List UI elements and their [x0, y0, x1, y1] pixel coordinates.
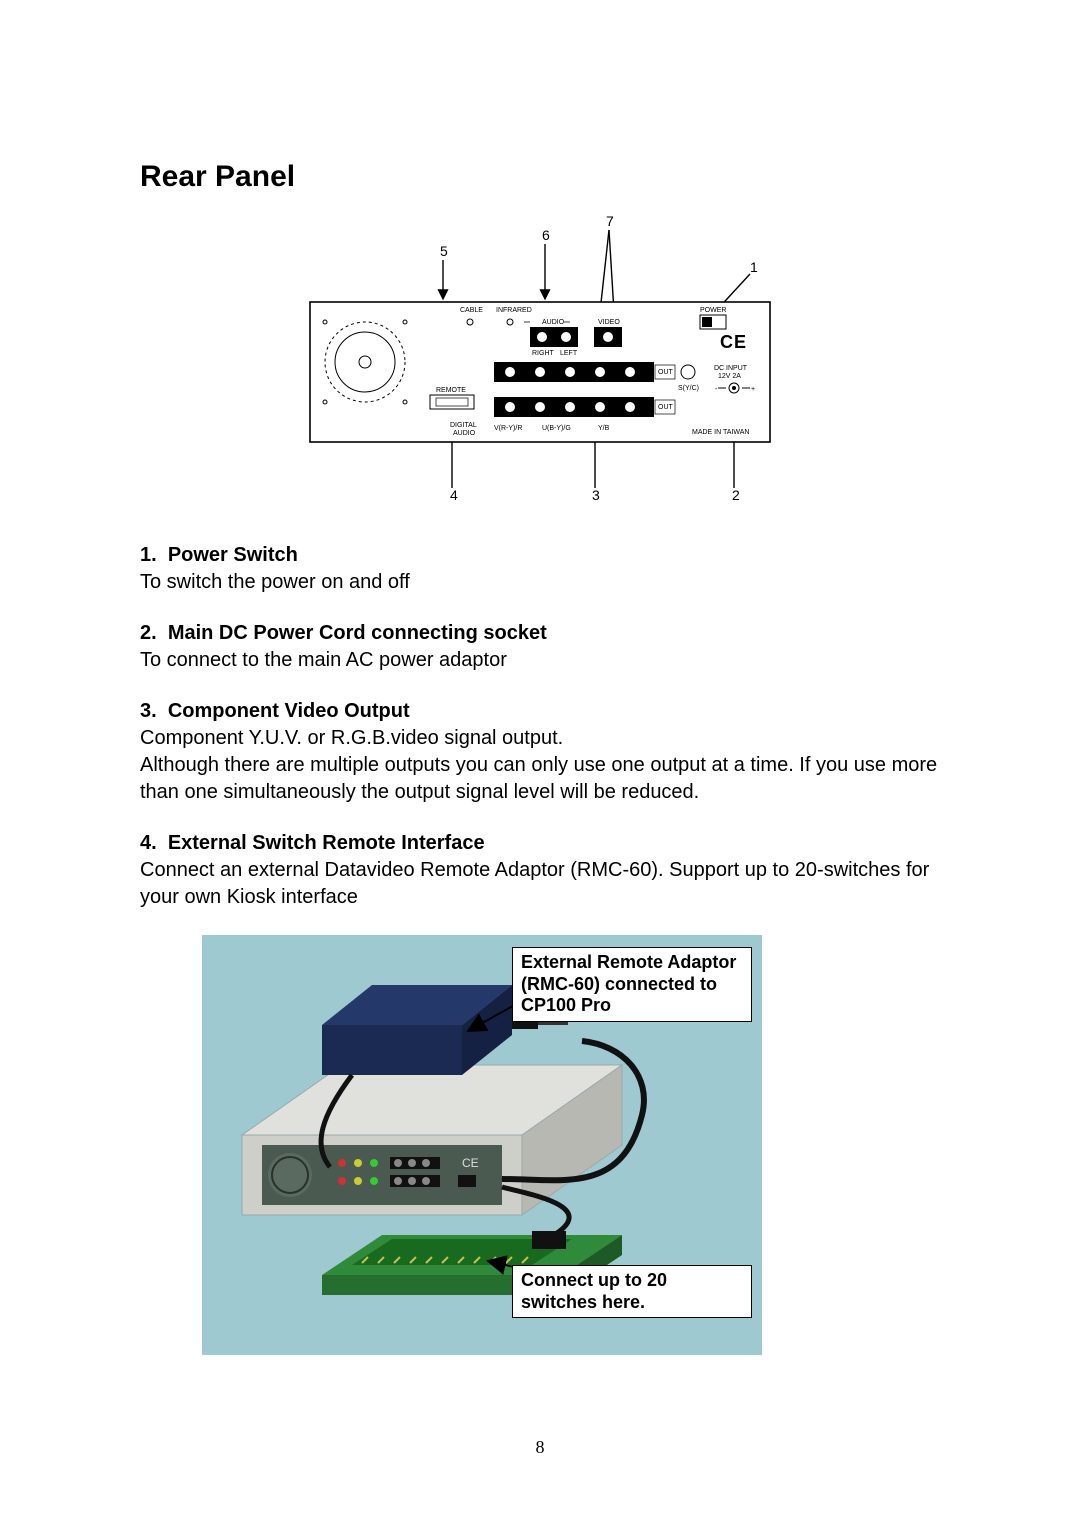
callout-4: 4	[450, 487, 458, 503]
dc-plus: +	[751, 386, 755, 393]
callout-6: 6	[542, 227, 550, 243]
label-vry: V(R-Y)/R	[494, 425, 522, 432]
section-2-num: 2.	[140, 622, 157, 644]
section-3-head: Component Video Output	[168, 700, 410, 722]
section-4-head: External Switch Remote Interface	[168, 832, 485, 854]
svg-text:CE: CE	[462, 1156, 479, 1170]
label-cable: CABLE	[460, 307, 483, 314]
label-power: POWER	[700, 307, 726, 314]
label-digital1: DIGITAL	[450, 422, 477, 429]
page-title: Rear Panel	[140, 160, 940, 194]
callout-1: 1	[750, 259, 758, 275]
ce-mark: C	[720, 332, 733, 352]
section-2: 2. Main DC Power Cord connecting socket …	[140, 620, 940, 674]
section-4-body: Connect an external Datavideo Remote Ada…	[140, 857, 940, 911]
page-number: 8	[0, 1437, 1080, 1458]
label-video: VIDEO	[598, 319, 620, 326]
callout-7: 7	[606, 213, 614, 229]
section-1-head: Power Switch	[168, 544, 298, 566]
label-right: RIGHT	[532, 350, 555, 357]
section-1-body: To switch the power on and off	[140, 569, 940, 596]
label-yb: Y/B	[598, 425, 610, 432]
section-4-num: 4.	[140, 832, 157, 854]
rear-panel-diagram: 5 6 7 1 4 3 2 CABLE INFRARED AUDIO	[260, 212, 820, 512]
label-left: LEFT	[560, 350, 578, 357]
label-out2: OUT	[658, 404, 674, 411]
label-made: MADE IN TAIWAN	[692, 429, 749, 436]
photo-caption-1: External Remote Adaptor (RMC-60) connect…	[512, 947, 752, 1022]
label-digital2: AUDIO	[453, 430, 476, 437]
photo-figure: CE	[202, 935, 762, 1355]
label-dcinput1: DC INPUT	[714, 365, 748, 372]
section-4: 4. External Switch Remote Interface Conn…	[140, 830, 940, 911]
section-2-head: Main DC Power Cord connecting socket	[168, 622, 547, 644]
label-out1: OUT	[658, 369, 674, 376]
callout-5: 5	[440, 243, 448, 259]
section-2-body: To connect to the main AC power adaptor	[140, 647, 940, 674]
label-dcinput2: 12V 2A	[718, 373, 741, 380]
label-audio: AUDIO	[542, 319, 565, 326]
label-infrared: INFRARED	[496, 307, 532, 314]
section-1: 1. Power Switch To switch the power on a…	[140, 542, 940, 596]
section-3-body: Component Y.U.V. or R.G.B.video signal o…	[140, 725, 940, 806]
photo-caption-2: Connect up to 20 switches here.	[512, 1265, 752, 1318]
callout-3: 3	[592, 487, 600, 503]
section-3: 3. Component Video Output Component Y.U.…	[140, 698, 940, 806]
ce-mark-e: E	[734, 332, 746, 352]
section-1-num: 1.	[140, 544, 157, 566]
label-syc: S(Y/C)	[678, 385, 699, 392]
label-ury: U(B-Y)/G	[542, 425, 571, 432]
label-remote: REMOTE	[436, 387, 466, 394]
section-3-num: 3.	[140, 700, 157, 722]
document-page: Rear Panel 5 6 7 1 4 3 2	[0, 0, 1080, 1528]
callout-2: 2	[732, 487, 740, 503]
